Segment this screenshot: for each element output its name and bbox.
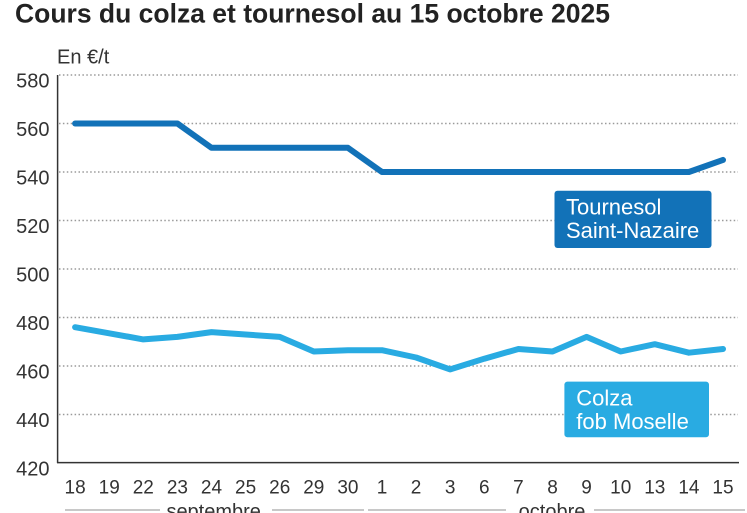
svg-text:15: 15	[712, 477, 733, 498]
svg-text:Colza: Colza	[576, 386, 633, 411]
svg-text:19: 19	[99, 477, 120, 498]
svg-text:3: 3	[445, 477, 456, 498]
svg-text:29: 29	[303, 477, 324, 498]
svg-text:18: 18	[65, 477, 86, 498]
svg-text:560: 560	[16, 119, 49, 141]
svg-text:22: 22	[133, 477, 154, 498]
svg-text:10: 10	[610, 477, 631, 498]
svg-text:440: 440	[16, 410, 49, 432]
svg-text:14: 14	[678, 477, 700, 498]
svg-text:En €/t: En €/t	[57, 47, 110, 69]
svg-text:7: 7	[513, 477, 524, 498]
svg-text:420: 420	[16, 458, 49, 480]
svg-text:8: 8	[547, 477, 558, 498]
svg-text:fob Moselle: fob Moselle	[576, 409, 689, 434]
svg-text:23: 23	[167, 477, 188, 498]
svg-text:Saint-Nazaire: Saint-Nazaire	[566, 218, 699, 243]
svg-text:26: 26	[269, 477, 290, 498]
svg-text:480: 480	[16, 313, 49, 335]
svg-text:2: 2	[411, 477, 422, 498]
svg-text:1: 1	[377, 477, 388, 498]
svg-text:Cours du colza et tournesol au: Cours du colza et tournesol au 15 octobr…	[15, 0, 610, 29]
svg-text:460: 460	[16, 361, 49, 383]
svg-text:30: 30	[337, 477, 358, 498]
svg-text:25: 25	[235, 477, 256, 498]
svg-text:13: 13	[644, 477, 665, 498]
svg-text:540: 540	[16, 167, 49, 189]
svg-text:6: 6	[479, 477, 490, 498]
svg-text:octobre: octobre	[519, 501, 586, 513]
svg-text:580: 580	[16, 70, 49, 92]
svg-text:9: 9	[581, 477, 592, 498]
svg-text:24: 24	[201, 477, 223, 498]
svg-text:520: 520	[16, 216, 49, 238]
svg-text:septembre: septembre	[166, 501, 261, 513]
svg-text:500: 500	[16, 264, 49, 286]
svg-text:Tournesol: Tournesol	[566, 195, 661, 220]
